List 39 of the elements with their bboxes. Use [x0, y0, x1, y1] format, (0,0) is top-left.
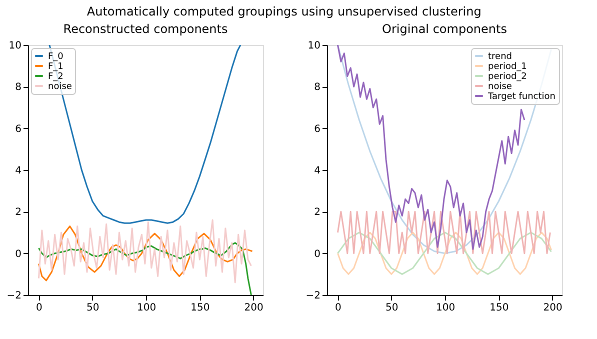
text: Automatically computed groupings using unsupervised clustering	[86, 4, 482, 18]
x-tick-label: 0	[335, 302, 342, 314]
chart-title: Original components	[382, 22, 507, 36]
legend-label: F_1	[48, 62, 64, 72]
y-tick-label: 6	[314, 124, 320, 135]
chart-title: Reconstructed components	[63, 22, 228, 36]
legend-label: trend	[488, 52, 512, 62]
y-tick-label: 0	[314, 248, 320, 260]
x-tick-label: 100	[436, 302, 456, 314]
y-tick-label: 2	[314, 207, 320, 218]
x-tick-label: 0	[36, 302, 42, 314]
line-series	[48, 45, 242, 224]
y-tick-label: −2	[306, 290, 320, 302]
y-tick-label: 8	[15, 82, 22, 94]
line-series	[38, 242, 252, 295]
y-tick-label: 6	[15, 124, 22, 135]
legend-label: F_2	[48, 72, 64, 82]
x-tick-label: 50	[386, 302, 398, 314]
line-series	[336, 232, 552, 275]
legend-label: noise	[48, 82, 72, 92]
x-tick-label: 150	[490, 302, 509, 314]
legend-label: F_0	[48, 52, 64, 62]
legend-label: period_2	[488, 72, 527, 82]
y-tick-label: −2	[6, 290, 22, 302]
x-tick-label: 100	[136, 302, 156, 314]
y-tick-label: 10	[308, 40, 320, 52]
x-tick-label: 150	[190, 302, 210, 314]
legend-label: Target function	[487, 92, 556, 102]
legend-label: noise	[488, 82, 512, 92]
x-tick-label: 50	[86, 302, 100, 314]
y-tick-label: 4	[314, 166, 320, 176]
y-tick-label: 10	[8, 40, 22, 52]
y-tick-label: 8	[314, 82, 320, 94]
y-tick-label: 4	[15, 166, 22, 176]
legend-label: period_1	[488, 62, 527, 72]
x-tick-label: 200	[543, 302, 562, 314]
y-tick-label: 0	[15, 248, 22, 260]
x-tick-label: 200	[244, 302, 264, 314]
y-tick-label: 2	[15, 207, 22, 218]
